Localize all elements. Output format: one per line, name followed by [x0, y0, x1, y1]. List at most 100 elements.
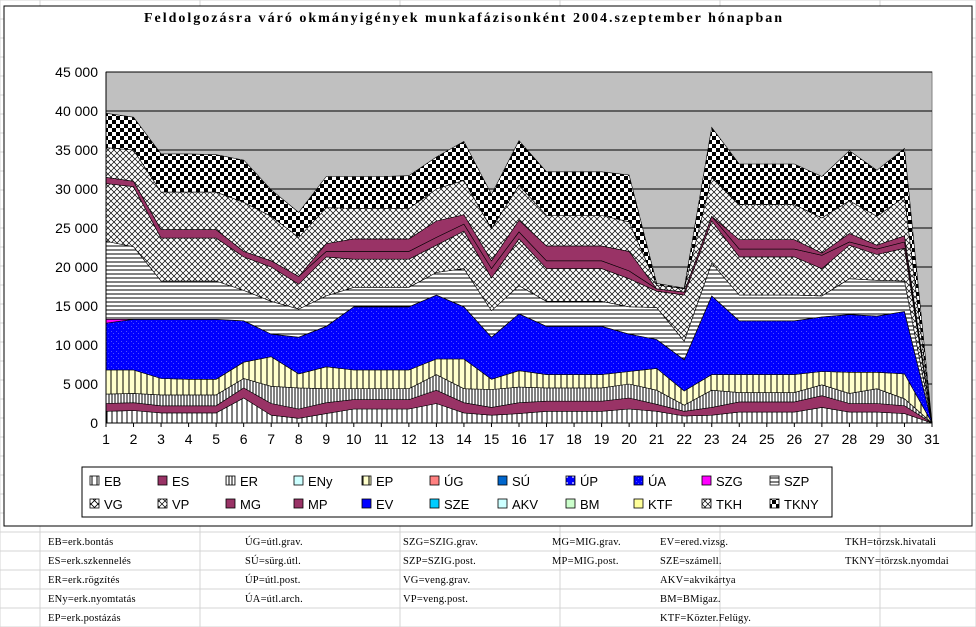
legend-entry-es: ES — [157, 474, 190, 489]
legend-label: ÚP — [580, 474, 598, 489]
abbreviation-col4-0: MG=MIG.grav. — [552, 537, 621, 548]
legend-label: ÚA — [648, 474, 666, 489]
x-tick-label: 29 — [869, 431, 885, 447]
abbreviation-col2-0: ÚG=útl.grav. — [245, 537, 303, 548]
legend-entry-ev: EV — [361, 497, 394, 512]
abbreviation-col5-0: EV=ered.vizsg. — [660, 537, 729, 548]
legend-label: SZP — [784, 474, 809, 489]
x-tick-label: 6 — [240, 431, 248, 447]
legend-label: BM — [580, 497, 600, 512]
x-tick-label: 2 — [130, 431, 138, 447]
legend-label: TKH — [716, 497, 742, 512]
abbreviation-col1-4: EP=erk.postázás — [48, 613, 121, 624]
legend-label: VP — [172, 497, 189, 512]
legend-swatch — [361, 498, 372, 509]
legend-entry-er: ER — [225, 474, 258, 489]
y-tick-label: 10 000 — [55, 337, 98, 353]
x-tick-label: 28 — [842, 431, 858, 447]
abbreviation-col1-0: EB=erk.bontás — [48, 537, 114, 548]
y-tick-label: 40 000 — [55, 103, 98, 119]
x-tick-label: 13 — [429, 431, 445, 447]
legend-swatch — [565, 475, 576, 486]
x-tick-label: 8 — [295, 431, 303, 447]
x-tick-label: 11 — [374, 431, 389, 447]
legend-entry-úp: ÚP — [565, 474, 598, 489]
x-tick-label: 20 — [621, 431, 637, 447]
legend-swatch — [157, 475, 168, 486]
abbreviation-col2-2: ÚP=útl.post. — [245, 575, 301, 586]
x-tick-label: 1 — [102, 431, 110, 447]
legend-entry-sze: SZE — [429, 497, 470, 512]
legend-entry-bm: BM — [565, 497, 600, 512]
x-tick-label: 10 — [346, 431, 362, 447]
x-tick-label: 30 — [897, 431, 913, 447]
legend-entry-eb: EB — [89, 474, 121, 489]
legend-label: MG — [240, 497, 261, 512]
x-tick-label: 7 — [267, 431, 275, 447]
abbreviation-col5-2: AKV=akvikártya — [660, 575, 736, 586]
y-tick-label: 20 000 — [55, 259, 98, 275]
legend-swatch — [293, 498, 304, 509]
legend-swatch — [89, 475, 100, 486]
x-tick-label: 31 — [924, 431, 940, 447]
legend: EB ES ER ENy EP ÚG SÚ ÚP ÚA SZG SZP VG VP MG MP EV SZE AK… — [81, 466, 833, 518]
y-tick-label: 35 000 — [55, 142, 98, 158]
legend-swatch — [225, 498, 236, 509]
x-tick-label: 9 — [322, 431, 330, 447]
abbreviation-col4-1: MP=MIG.post. — [552, 556, 619, 567]
legend-swatch — [293, 475, 304, 486]
x-tick-label: 25 — [759, 431, 775, 447]
abbreviation-col5-1: SZE=számell. — [660, 556, 722, 567]
abbreviation-col5-3: BM=BMigaz. — [660, 594, 721, 605]
legend-swatch — [361, 475, 372, 486]
legend-label: ES — [172, 474, 190, 489]
x-tick-label: 14 — [456, 431, 472, 447]
legend-label: ER — [240, 474, 258, 489]
abbreviation-col3-3: VP=veng.post. — [403, 594, 469, 605]
legend-entry-eny: ENy — [293, 474, 333, 489]
legend-entry-úg: ÚG — [429, 474, 464, 489]
legend-swatch — [565, 498, 576, 509]
abbreviation-col3-1: SZP=SZIG.post. — [403, 556, 476, 567]
x-tick-label: 27 — [814, 431, 830, 447]
legend-entry-mg: MG — [225, 497, 261, 512]
y-tick-label: 25 000 — [55, 220, 98, 236]
x-tick-label: 4 — [185, 431, 193, 447]
x-tick-label: 24 — [731, 431, 747, 447]
abbreviation-col6-0: TKH=törzsk.hivatali — [845, 537, 937, 548]
x-tick-label: 12 — [401, 431, 417, 447]
legend-entry-tkny: TKNY — [769, 497, 819, 512]
y-tick-label: 5 000 — [63, 376, 98, 392]
legend-swatch — [497, 498, 508, 509]
legend-entry-mp: MP — [293, 497, 328, 512]
legend-swatch — [429, 475, 440, 486]
legend-label: MP — [308, 497, 328, 512]
legend-swatch — [633, 475, 644, 486]
legend-label: EV — [376, 497, 394, 512]
legend-label: TKNY — [784, 497, 819, 512]
legend-swatch — [497, 475, 508, 486]
legend-label: SZG — [716, 474, 743, 489]
legend-entry-ktf: KTF — [633, 497, 673, 512]
legend-swatch — [157, 498, 168, 509]
legend-entry-szg: SZG — [701, 474, 743, 489]
x-tick-label: 21 — [649, 431, 665, 447]
legend-label: AKV — [512, 497, 538, 512]
legend-label: KTF — [648, 497, 673, 512]
legend-swatch — [769, 498, 780, 509]
abbreviation-col1-2: ER=erk.rögzítés — [48, 575, 120, 586]
x-tick-label: 5 — [212, 431, 220, 447]
legend-swatch — [701, 498, 712, 509]
legend-entry-akv: AKV — [497, 497, 538, 512]
legend-label: SÚ — [512, 474, 530, 489]
x-tick-label: 16 — [511, 431, 527, 447]
x-tick-label: 19 — [594, 431, 610, 447]
abbreviation-col3-2: VG=veng.grav. — [403, 575, 471, 586]
x-tick-label: 22 — [676, 431, 692, 447]
abbreviation-col2-1: SÚ=sürg.útl. — [245, 556, 301, 567]
legend-entry-vp: VP — [157, 497, 189, 512]
x-tick-label: 26 — [787, 431, 803, 447]
legend-box — [81, 466, 833, 518]
abbreviation-col1-1: ES=erk.szkennelés — [48, 556, 132, 567]
